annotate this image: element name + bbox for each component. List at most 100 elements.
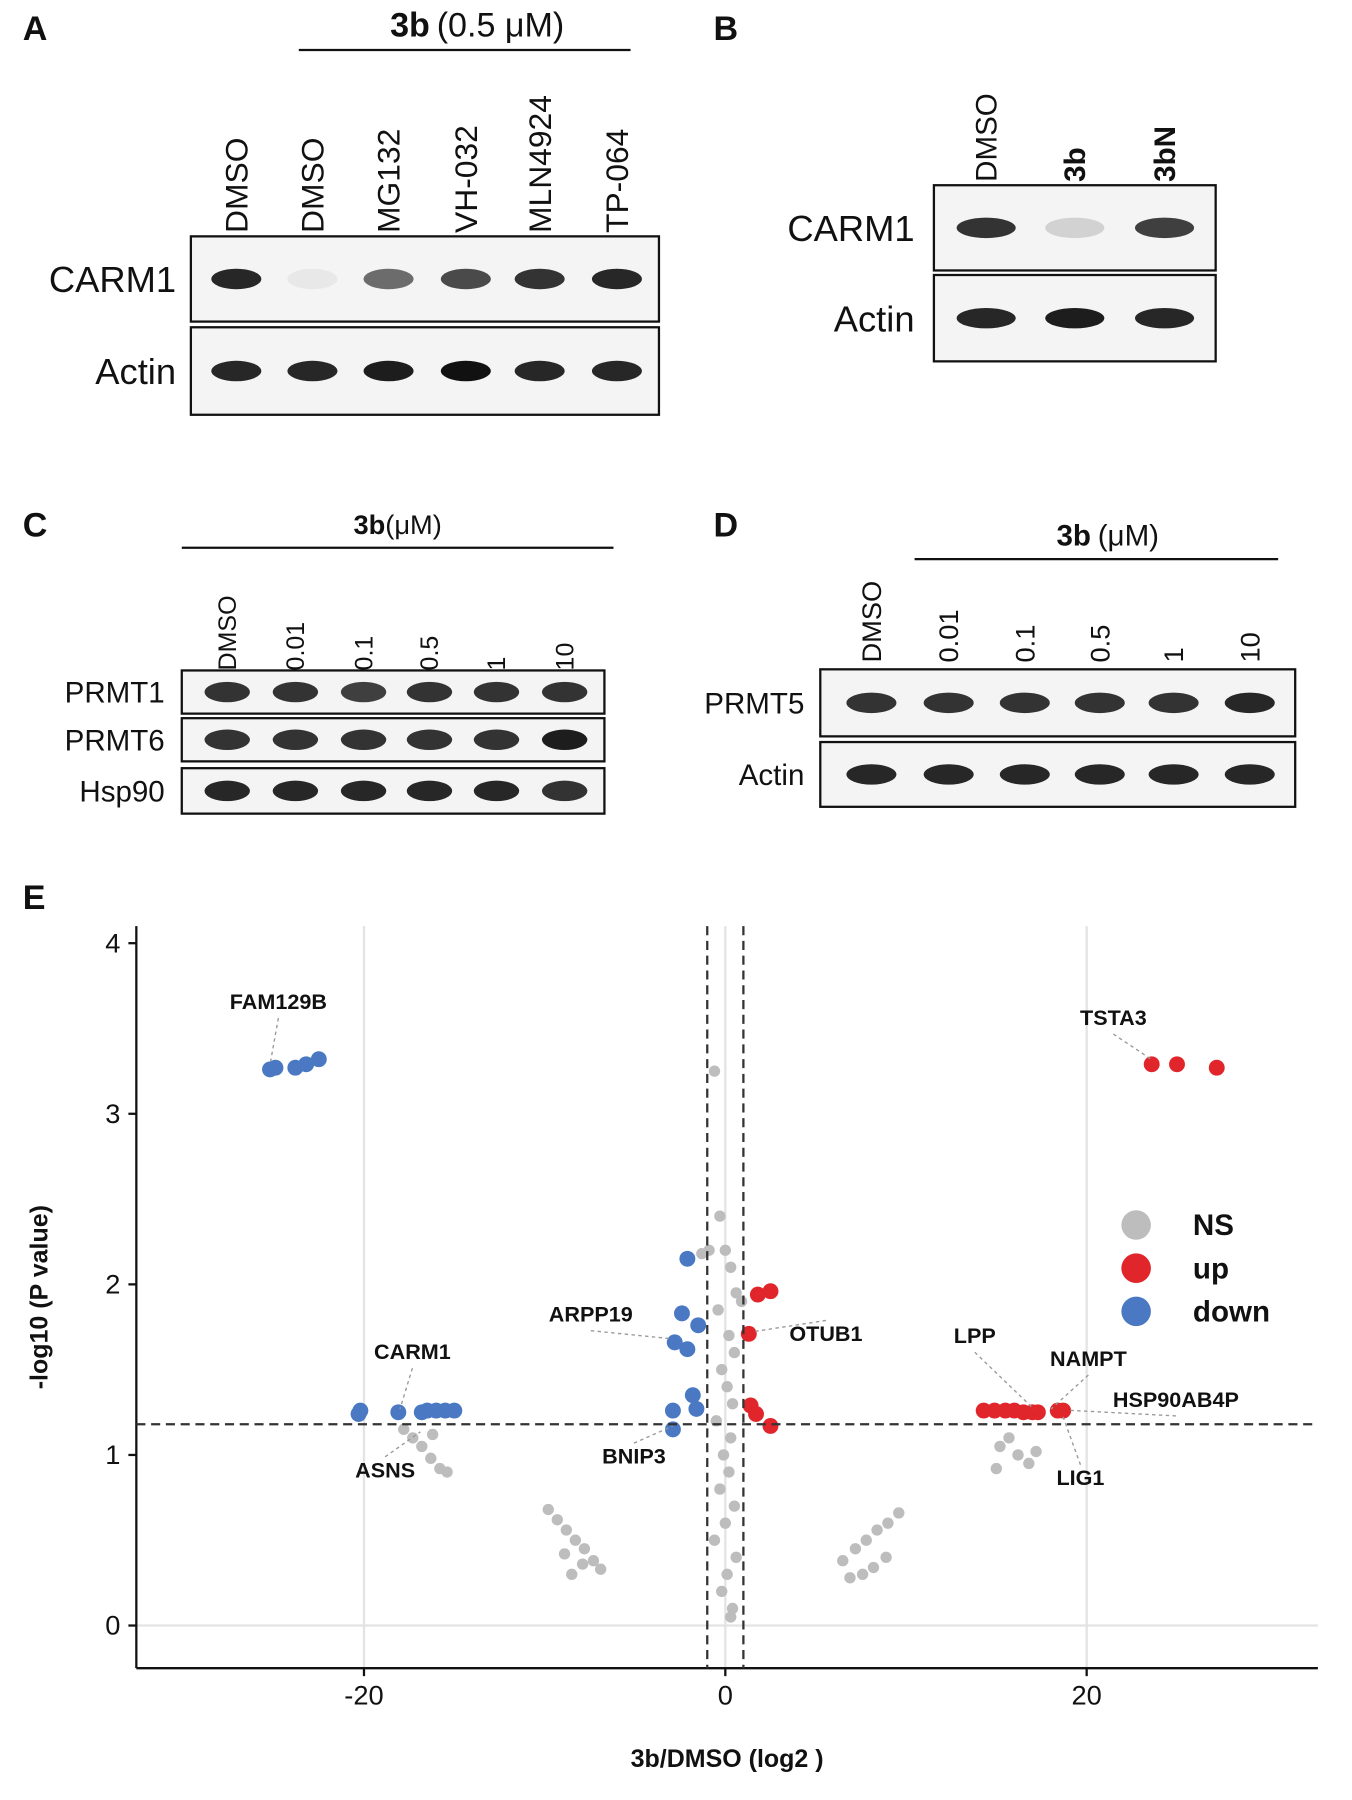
point [560,1524,573,1536]
point [558,1548,571,1560]
annotation: TSTA3 [1080,1005,1147,1030]
point [1003,1432,1015,1444]
band [473,780,520,802]
lane-label: 0.1 [1009,625,1040,663]
point [728,1346,741,1359]
header-compound: 3b [390,6,430,44]
annotation-leader [974,1351,1035,1410]
annotation-leader [752,1319,827,1333]
band [846,692,897,714]
annotation: LPP [954,1323,996,1348]
lane-label: 10 [1234,632,1265,662]
point [674,1305,690,1322]
blot-strip [180,717,606,763]
point [1029,1404,1046,1421]
annotation-leader [384,1431,421,1458]
point [679,1341,696,1358]
band [956,307,1016,329]
lane-label: 0.5 [416,636,444,671]
annotation: BNIP3 [602,1444,666,1469]
annotation-leader [399,1367,414,1410]
point [708,1534,721,1546]
point [994,1440,1006,1453]
point [298,1056,315,1073]
band [204,681,250,703]
point [566,1568,578,1581]
header-compound: 3b [1056,519,1090,552]
point [719,1244,731,1256]
band [1045,307,1105,329]
annotation-leader [1061,1414,1082,1466]
point [551,1514,563,1526]
lane-label: VH-032 [448,125,484,233]
point [856,1568,869,1581]
point [684,1387,701,1404]
point [716,1585,728,1598]
x-axis-title: 3b/DMSO (log2 ) [631,1745,824,1773]
lane-label: 0.5 [1084,625,1115,663]
lane-label: 1 [483,657,511,671]
band [363,268,414,290]
point [594,1563,607,1575]
point [446,1402,463,1419]
lane-label: DMSO [218,138,254,233]
band [406,729,453,750]
point [837,1555,849,1567]
band [406,681,453,703]
band [363,360,414,382]
lane-label: 3b [1059,147,1092,181]
band [541,780,588,802]
point [762,1417,779,1434]
annotation-leader [590,1330,671,1340]
annotation: ASNS [355,1457,415,1482]
band [956,217,1016,239]
y-tick-label: 2 [105,1268,120,1299]
point [703,1244,715,1256]
point [717,1449,730,1461]
lane-label: DMSO [214,595,242,670]
point [1030,1445,1042,1458]
point [714,1210,726,1222]
lane-label: MLN4924 [522,95,558,233]
band [1224,692,1275,714]
band [541,681,588,703]
point [679,1250,696,1267]
point [740,1325,757,1342]
band [999,692,1050,714]
y-axis-title: -log10 (P value) [26,1205,54,1389]
point [726,1602,739,1615]
point [723,1329,735,1342]
lane-label: MG132 [371,129,407,233]
legend-swatch [1121,1210,1151,1240]
point [721,1568,733,1581]
y-tick-label: 4 [105,927,120,958]
header-unit: (μM) [385,509,442,540]
lane-label: 3bN [1149,126,1182,182]
point [398,1423,410,1436]
panel-letter: A [23,10,48,48]
point [844,1572,856,1584]
point [712,1304,724,1316]
band [1045,217,1105,239]
panel-header: 3b(μM) [353,509,441,540]
row-label: Actin [834,298,915,339]
band [287,268,338,290]
point [867,1561,880,1574]
band [514,360,565,382]
band [440,360,491,382]
blot-strip [180,767,606,815]
point [1208,1059,1225,1076]
point [725,1261,737,1273]
blot-strip [180,669,606,715]
point [719,1517,731,1529]
row-label: PRMT5 [704,687,804,720]
panel-letter: D [713,506,738,544]
annotation: CARM1 [374,1339,451,1364]
point [716,1363,728,1376]
blot-strip [189,326,661,416]
header-compound: 3b [353,509,385,540]
point [749,1286,766,1303]
lane-label: DMSO [856,581,887,663]
point [1012,1449,1024,1461]
panel-letter: B [713,10,738,48]
